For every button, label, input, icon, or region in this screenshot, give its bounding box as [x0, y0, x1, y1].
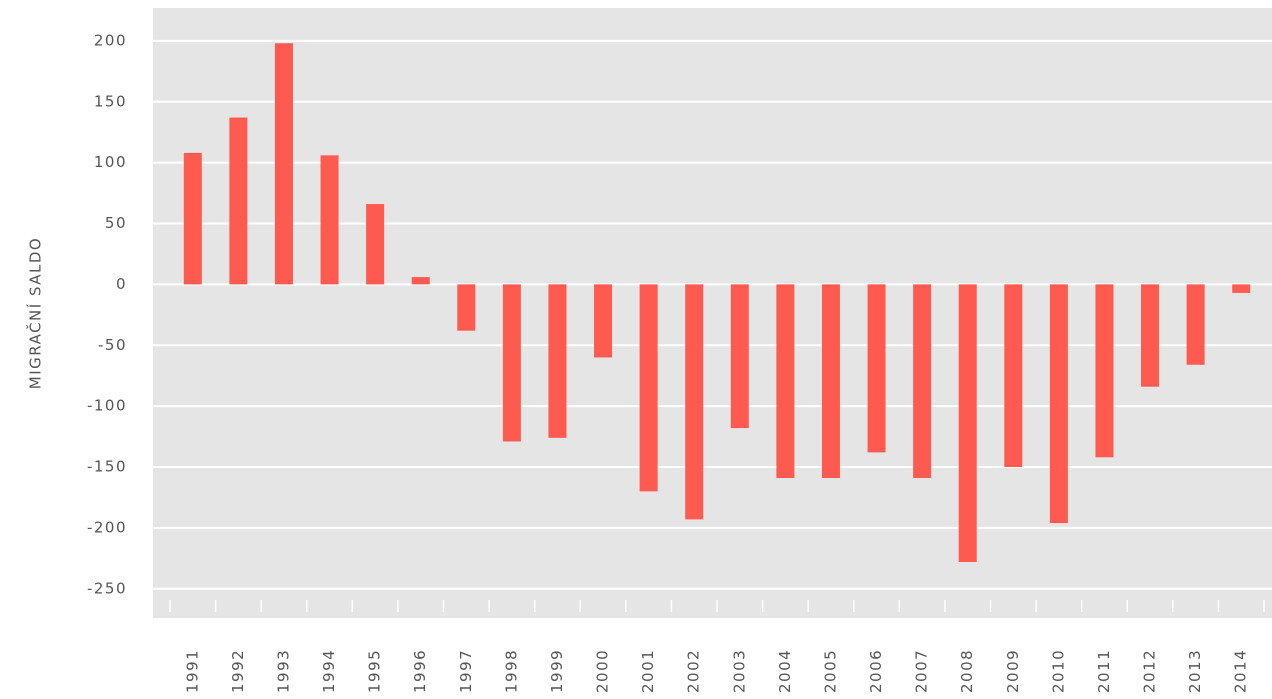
- bar: [776, 284, 795, 478]
- x-tick-label: 2008: [958, 649, 976, 693]
- bar: [594, 284, 613, 358]
- bar: [639, 284, 658, 492]
- bar: [685, 284, 704, 520]
- bar: [958, 284, 977, 562]
- x-tick-label: 2005: [821, 649, 839, 693]
- y-tick-label: -250: [87, 579, 127, 597]
- bar: [366, 204, 385, 285]
- bar: [229, 117, 248, 285]
- bar: [411, 277, 430, 285]
- x-tick-label: 1995: [366, 649, 384, 693]
- bar: [274, 43, 293, 285]
- x-tick-label: 1991: [183, 649, 201, 693]
- y-tick-label: 0: [116, 275, 127, 293]
- x-tick-label: 1997: [457, 649, 475, 693]
- x-tick-label: 2011: [1095, 649, 1113, 693]
- y-tick-label: 150: [94, 92, 127, 110]
- x-tick-label: 1996: [411, 649, 429, 693]
- y-tick-label: -50: [98, 336, 127, 354]
- bar: [1141, 284, 1160, 387]
- y-tick-label: -150: [87, 458, 127, 476]
- bar: [1049, 284, 1068, 524]
- x-tick-label: 2009: [1004, 649, 1022, 693]
- x-tick-label: 1993: [274, 649, 292, 693]
- x-tick-label: 2010: [1049, 649, 1067, 693]
- bar: [730, 284, 749, 429]
- x-tick-label: 1994: [320, 649, 338, 693]
- x-tick-label: 2003: [730, 649, 748, 693]
- x-tick-label: 2013: [1186, 649, 1204, 693]
- bar: [867, 284, 886, 453]
- x-tick-label: 1992: [229, 649, 247, 693]
- y-tick-label: -100: [87, 397, 127, 415]
- x-tick-label: 1998: [502, 649, 520, 693]
- y-tick-label: 100: [94, 153, 127, 171]
- x-tick-label: 1999: [548, 649, 566, 693]
- bar: [1186, 284, 1205, 365]
- bar: [913, 284, 932, 478]
- plot-background: [153, 8, 1272, 618]
- x-tick-label: 2012: [1141, 649, 1159, 693]
- y-tick-label: 50: [105, 214, 127, 232]
- bar: [457, 284, 476, 331]
- x-tick-label: 2014: [1232, 649, 1250, 693]
- bar: [1095, 284, 1114, 458]
- x-tick-label: 2007: [913, 649, 931, 693]
- x-tick-label: 2002: [685, 649, 703, 693]
- y-axis-title: MIGRAČNÍ SALDO: [26, 237, 45, 389]
- x-tick-label: 2004: [776, 649, 794, 693]
- bar: [320, 155, 339, 285]
- x-tick-label: 2000: [594, 649, 612, 693]
- y-tick-label: 200: [94, 31, 127, 49]
- bar: [183, 152, 202, 285]
- y-tick-label: -200: [87, 518, 127, 536]
- x-tick-label: 2006: [867, 649, 885, 693]
- bar: [548, 284, 567, 438]
- bar: [502, 284, 521, 442]
- bar: [821, 284, 840, 478]
- x-tick-label: 2001: [639, 649, 657, 693]
- bar: [1004, 284, 1023, 468]
- bar: [1232, 284, 1251, 293]
